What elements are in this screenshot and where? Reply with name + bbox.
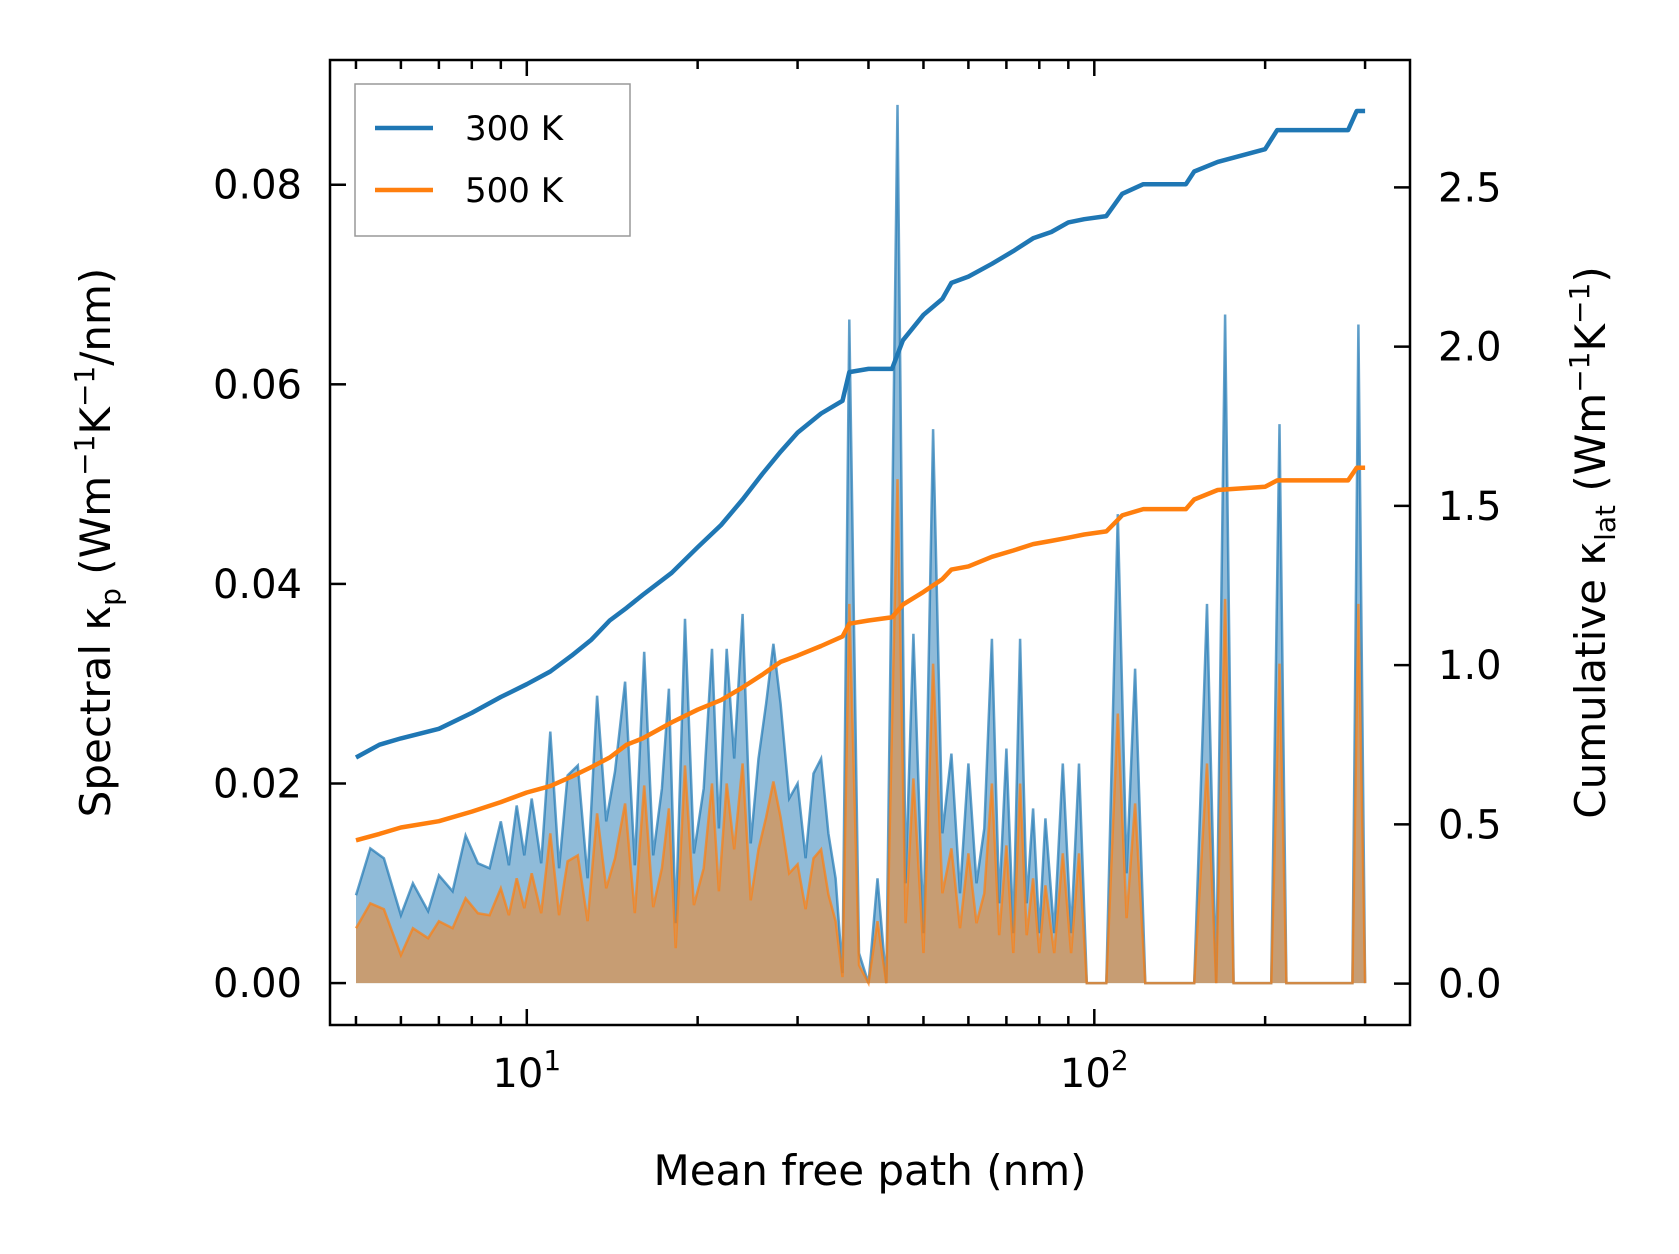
- y-right-tick-label: 1.5: [1438, 484, 1502, 530]
- cumulative-line-0: [354, 108, 1366, 760]
- y-right-tick-label: 0.0: [1438, 962, 1502, 1008]
- legend-box: [354, 83, 631, 237]
- y-right-tick-label: 2.0: [1438, 325, 1502, 371]
- cumulative-line-1: [355, 465, 1366, 843]
- y-right-axis-title: Cumulative κlat (Wm−1K−1): [1563, 266, 1622, 818]
- y-right-tick-label: 2.5: [1438, 165, 1502, 211]
- axes-layer: 101 102 0.00 0.02 0.04 0.06 0.08 0.0 0.5 1.0 1.5 2.…: [68, 58, 1622, 1195]
- legend-label-0: 300 K: [465, 109, 565, 149]
- y-left-tick-label: 0.02: [213, 762, 302, 808]
- plot-layer: [354, 104, 1367, 988]
- spectral-line-1: [354, 479, 1367, 988]
- legend: 300 K 500 K: [354, 83, 631, 237]
- legend-label-1: 500 K: [465, 171, 565, 211]
- y-left-tick-label: 0.00: [213, 961, 302, 1007]
- x-tick-label: 102: [1060, 1044, 1129, 1097]
- plot-frame: [328, 58, 1412, 1027]
- y-left-tick-label: 0.08: [213, 163, 302, 209]
- y-left-axis-title: Spectral κp (Wm−1K−1/nm): [68, 268, 127, 818]
- y-left-tick-label: 0.04: [213, 562, 302, 608]
- y-left-tick-label: 0.06: [213, 362, 302, 408]
- y-right-tick-label: 1.0: [1438, 643, 1502, 689]
- spectral-line-0: [354, 104, 1367, 985]
- x-axis-title: Mean free path (nm): [653, 1146, 1086, 1195]
- y-right-tick-label: 0.5: [1438, 802, 1502, 848]
- x-tick-label: 101: [492, 1044, 561, 1097]
